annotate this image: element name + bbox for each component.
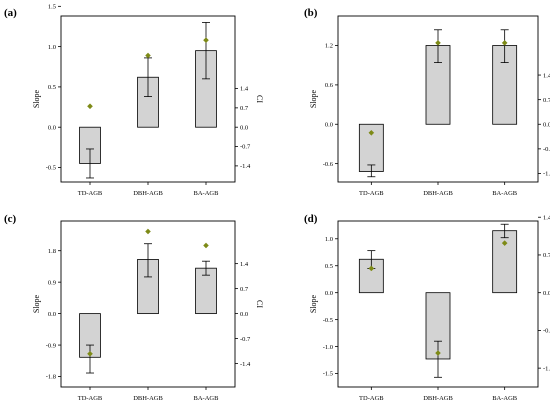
ci-marker xyxy=(501,40,508,46)
y2-axis-title: CI xyxy=(255,300,264,308)
error-bar xyxy=(434,29,442,63)
y2-tick-label: -0.7 xyxy=(543,328,550,335)
y-tick-label: 0.0 xyxy=(325,290,333,297)
y2-tick-label: 1.4 xyxy=(240,86,249,93)
y-axis-title: Slope xyxy=(32,89,41,108)
y-tick-label: 1.0 xyxy=(325,236,333,243)
y2-tick-label: -0.7 xyxy=(240,336,251,343)
ci-marker xyxy=(368,265,375,272)
x-tick-label: BA-AGB xyxy=(492,395,518,402)
error-bar xyxy=(367,164,376,178)
y-tick-label: -0.5 xyxy=(46,165,56,172)
y2-tick-label: 1.4 xyxy=(240,261,249,268)
y2-tick-label: -1.4 xyxy=(240,163,251,170)
y-tick-label: 0.0 xyxy=(48,124,56,131)
y-tick-label: 0.6 xyxy=(325,82,334,89)
y2-tick-label: 0.7 xyxy=(543,252,550,259)
y-tick-label: 0.0 xyxy=(325,121,333,128)
y2-tick-label: 1.4 xyxy=(543,72,550,79)
y2-tick-label: -0.7 xyxy=(543,146,550,153)
y-tick-label: 0.0 xyxy=(48,311,56,318)
y2-tick-label: -1.4 xyxy=(543,171,550,178)
x-tick-label: TD-AGB xyxy=(359,395,384,402)
y2-tick-label: 0.0 xyxy=(240,311,248,318)
x-tick-label: BA-AGB xyxy=(194,395,220,402)
y2-tick-label: -1.4 xyxy=(543,365,550,372)
y-axis-title: Slope xyxy=(32,294,41,313)
y-tick-label: -0.9 xyxy=(46,342,56,349)
x-tick-label: TD-AGB xyxy=(359,190,384,197)
y2-tick-label: -1.4 xyxy=(240,361,251,368)
chart-panel-3: (c) -1.8 -0.9 0.0 0.9 1.8 -1.4 -0.7 0.0 0.7 1.4 TD-… xyxy=(4,213,264,402)
x-tick-label: TD-AGB xyxy=(78,395,103,402)
y-tick-label: -0.6 xyxy=(323,161,334,168)
y2-tick-label: 0.0 xyxy=(240,124,248,131)
y2-axis-title: CI xyxy=(255,95,264,103)
error-bar xyxy=(144,243,152,278)
error-bar xyxy=(500,223,509,239)
y2-tick-label: -0.7 xyxy=(240,144,251,151)
y-tick-label: 0.9 xyxy=(48,279,56,286)
error-bar xyxy=(86,344,94,374)
x-tick-label: DBH-AGB xyxy=(133,395,163,402)
y2-tick-label: 0.0 xyxy=(543,290,550,297)
ci-marker xyxy=(501,240,508,246)
y-tick-label: 1.0 xyxy=(48,44,56,51)
y-tick-label: 1.8 xyxy=(48,248,56,255)
x-tick-label: DBH-AGB xyxy=(423,395,453,402)
y-tick-label: 0.5 xyxy=(325,263,333,270)
y-tick-label: -1.8 xyxy=(46,374,56,381)
ci-marker xyxy=(368,129,375,136)
x-tick-label: DBH-AGB xyxy=(133,190,163,197)
x-tick-label: BA-AGB xyxy=(194,190,220,197)
bar-ba-agb xyxy=(492,230,518,294)
y2-tick-label: 0.7 xyxy=(240,286,249,293)
y-tick-label: 0.5 xyxy=(48,84,56,91)
y-tick-label: -1.0 xyxy=(323,344,333,351)
panel-label: (b) xyxy=(304,7,318,19)
x-tick-label: DBH-AGB xyxy=(423,190,453,197)
y-axis-title: Slope xyxy=(309,294,318,313)
y2-tick-label: 0.7 xyxy=(543,97,550,104)
y2-tick-label: 0.0 xyxy=(543,121,550,128)
ci-marker xyxy=(435,40,441,46)
ci-marker xyxy=(435,350,441,356)
y2-tick-label: 0.7 xyxy=(240,105,249,112)
ci-marker xyxy=(203,37,209,44)
panel-label: (a) xyxy=(4,7,17,19)
ci-marker xyxy=(203,242,209,249)
ci-marker xyxy=(87,103,93,110)
panel-label: (d) xyxy=(304,213,318,225)
error-bar xyxy=(500,29,509,63)
y-axis-title: Slope xyxy=(309,89,318,108)
y-tick-label: -1.5 xyxy=(323,371,333,378)
panel-label: (c) xyxy=(4,213,17,225)
chart-panel-4: (d) -1.5 -1.0 -0.5 0.0 0.5 1.0 -1.4 -0.7 0.0 0.7 1.… xyxy=(304,213,550,402)
error-bar xyxy=(202,260,210,276)
y-tick-label: 1.2 xyxy=(325,43,333,50)
x-tick-label: BA-AGB xyxy=(492,190,518,197)
ci-marker xyxy=(145,52,151,59)
error-bar xyxy=(434,340,442,378)
x-tick-label: TD-AGB xyxy=(78,190,103,197)
y2-tick-label: 1.4 xyxy=(543,214,550,221)
error-bar xyxy=(86,148,94,179)
ci-marker xyxy=(87,350,93,357)
chart-panel-2: (b) -0.6 0.0 0.6 1.2 -1.4 -0.7 0.0 0.7 1.4 TD-AGB D… xyxy=(304,7,550,197)
y-tick-label: -0.5 xyxy=(323,317,333,324)
chart-panel-1: (a) -0.5 0.0 0.5 1.0 1.5 -1.4 -0.7 0.0 0.7 1.4 TD-A… xyxy=(4,4,264,197)
ci-marker xyxy=(145,228,151,235)
y-tick-label: 1.5 xyxy=(48,4,56,11)
error-bar xyxy=(202,22,210,80)
